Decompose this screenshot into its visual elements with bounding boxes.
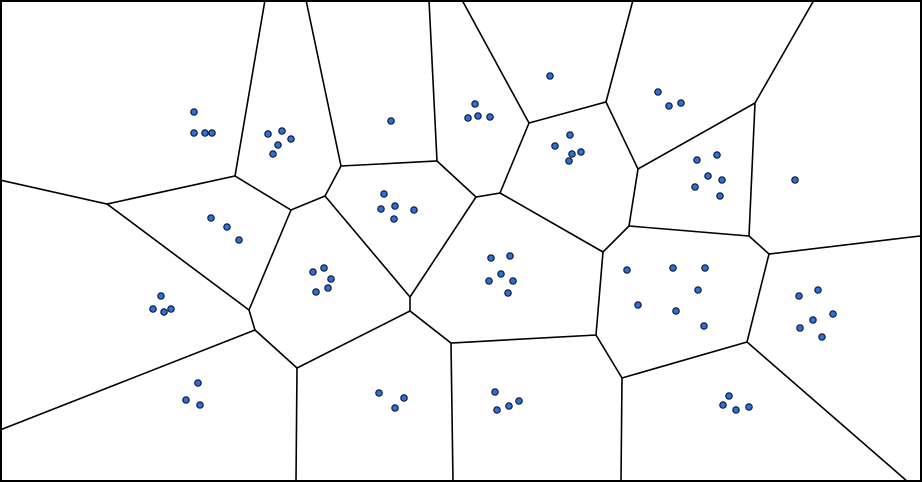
site-point [568, 150, 576, 158]
cell-edge [0, 0, 815, 211]
site-point [818, 333, 826, 341]
site-point [471, 100, 479, 108]
site-point [654, 88, 662, 96]
site-point [390, 215, 398, 223]
site-point [387, 117, 395, 125]
cell-edge [106, 203, 250, 311]
site-point [208, 129, 216, 137]
site-point [464, 114, 472, 122]
cell-edge [305, 0, 342, 167]
site-point [287, 135, 295, 143]
site-point [493, 406, 501, 414]
site-point [274, 141, 282, 149]
cell-edge [605, 0, 634, 103]
site-point [375, 389, 383, 397]
site-point [719, 401, 727, 409]
site-point [700, 322, 708, 330]
site-point [410, 206, 418, 214]
site-point [504, 289, 512, 297]
site-point [634, 301, 642, 309]
site-point [693, 156, 701, 164]
site-point [167, 305, 175, 313]
site-points [149, 72, 837, 414]
site-point [182, 396, 190, 404]
cell-edge [461, 0, 530, 124]
site-point [485, 277, 493, 285]
site-point [577, 148, 585, 156]
site-point [190, 108, 198, 116]
site-point [623, 266, 631, 274]
cell-edge [450, 342, 454, 482]
site-point [486, 113, 494, 121]
site-point [694, 286, 702, 294]
site-point [497, 270, 505, 278]
site-point [718, 176, 726, 184]
site-point [672, 307, 680, 315]
site-point [196, 401, 204, 409]
site-point [732, 406, 740, 414]
site-point [320, 264, 328, 272]
site-point [380, 190, 388, 198]
cell-edge [0, 209, 292, 431]
site-point [509, 277, 517, 285]
site-point [327, 275, 335, 283]
site-point [691, 183, 699, 191]
site-point [235, 236, 243, 244]
site-point [665, 102, 673, 110]
site-point [149, 305, 157, 313]
site-point [160, 308, 168, 316]
site-point [474, 112, 482, 120]
site-point [551, 142, 559, 150]
site-point [223, 223, 231, 231]
site-point [704, 172, 712, 180]
cell-edge [428, 0, 438, 162]
site-point [791, 176, 799, 184]
site-point [264, 130, 272, 138]
site-point [506, 252, 514, 260]
site-point [565, 157, 573, 165]
site-point [377, 205, 385, 213]
site-point [829, 310, 837, 318]
site-point [391, 404, 399, 412]
site-point [190, 129, 198, 137]
site-point [795, 292, 803, 300]
site-point [201, 129, 209, 137]
cell-edge [234, 0, 266, 177]
site-point [487, 254, 495, 262]
site-point [716, 192, 724, 200]
site-point [796, 324, 804, 332]
site-point [669, 264, 677, 272]
site-point [809, 316, 817, 324]
site-point [566, 131, 574, 139]
site-point [309, 268, 317, 276]
site-point [745, 403, 753, 411]
site-point [312, 288, 320, 296]
site-point [677, 99, 685, 107]
site-point [278, 127, 286, 135]
site-point [546, 72, 554, 80]
site-point [391, 202, 399, 210]
site-point [814, 286, 822, 294]
site-point [725, 392, 733, 400]
cell-edge [295, 367, 298, 482]
site-point [505, 402, 513, 410]
site-point [324, 284, 332, 292]
site-point [515, 397, 523, 405]
site-point [157, 292, 165, 300]
site-point [713, 151, 721, 159]
site-point [207, 214, 215, 222]
site-point [269, 150, 277, 158]
cell-edge [621, 341, 748, 379]
site-point [400, 394, 408, 402]
site-point [491, 388, 499, 396]
site-point [701, 264, 709, 272]
site-point [194, 379, 202, 387]
